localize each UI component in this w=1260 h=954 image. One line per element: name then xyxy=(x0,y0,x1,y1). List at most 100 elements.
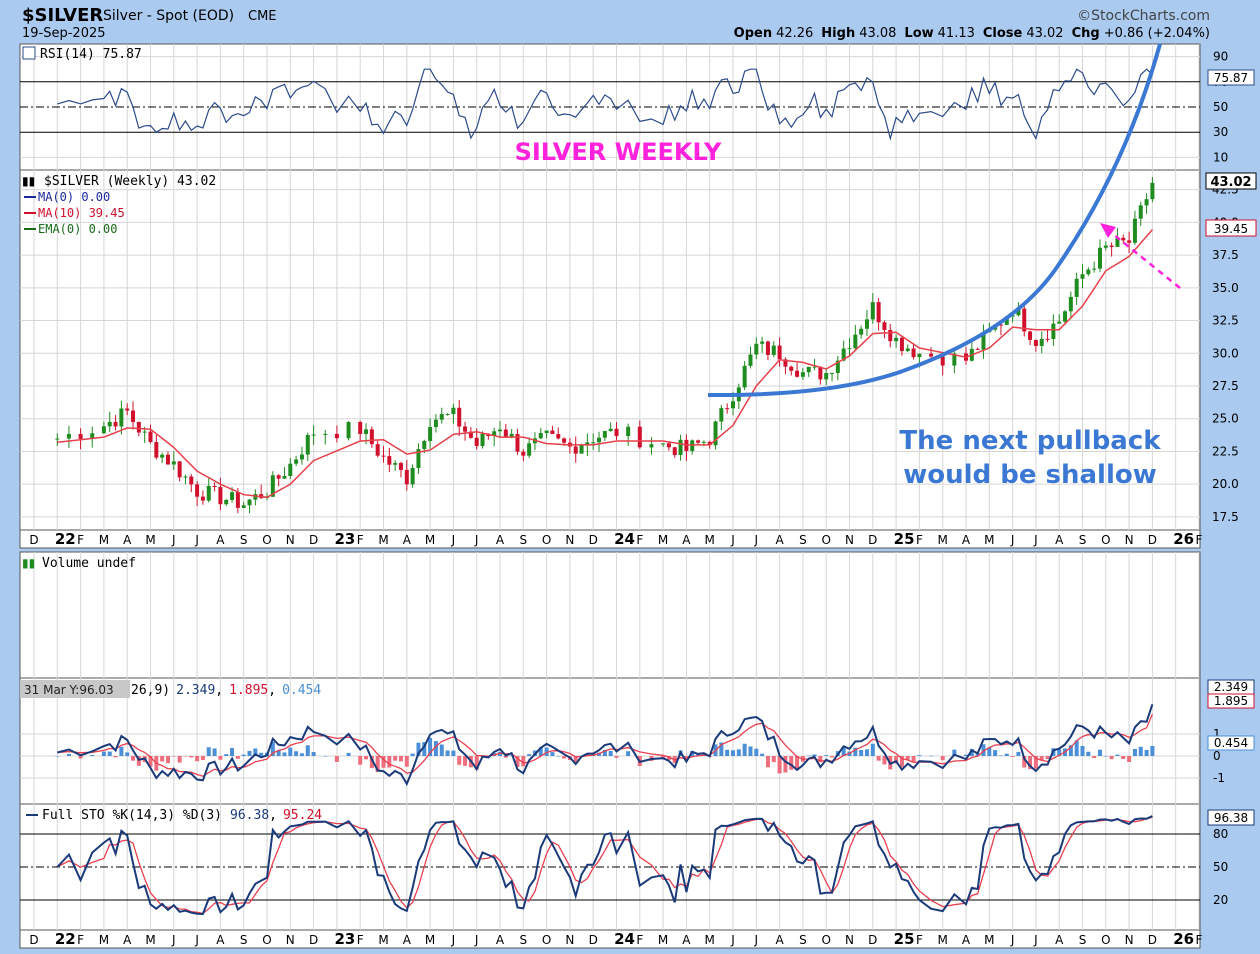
macd-histogram-bar xyxy=(795,756,800,770)
candle-body xyxy=(783,359,788,367)
candle-body xyxy=(562,438,567,443)
x-axis-label: 23 xyxy=(334,530,355,548)
candle-body xyxy=(1086,269,1091,275)
macd-histogram-bar xyxy=(398,756,403,762)
rsi-legend-text: RSI(14) 75.87 xyxy=(40,47,142,62)
x-axis-label: 24 xyxy=(614,530,635,548)
x-axis-label: J xyxy=(171,933,176,947)
close-tag: 43.02 xyxy=(1210,175,1251,190)
candle-body xyxy=(509,433,514,437)
macd-histogram-bar xyxy=(725,749,730,756)
price-tick-label: 32.5 xyxy=(1212,314,1239,328)
price-legend: $SILVER (Weekly) 43.02 xyxy=(44,174,216,189)
macd-histogram-bar xyxy=(550,752,555,756)
macd-histogram-bar xyxy=(998,755,1003,756)
candle-body xyxy=(323,433,328,435)
macd-histogram-bar xyxy=(451,750,456,756)
macd-histogram-bar xyxy=(224,754,229,756)
watermark: ©StockCharts.com xyxy=(1077,8,1210,24)
candle-body xyxy=(1051,323,1056,339)
x-axis-label: M xyxy=(658,933,668,947)
macd-histogram-bar xyxy=(969,748,974,756)
macd-histogram-bar xyxy=(1144,749,1149,756)
macd-histogram-bar xyxy=(160,756,165,762)
macd-histogram-bar xyxy=(911,756,916,762)
candle-body xyxy=(882,322,887,330)
candle-body xyxy=(1115,237,1120,247)
macd-histogram-bar xyxy=(1016,751,1021,756)
macd-histogram-bar xyxy=(177,756,182,763)
macd-histogram-bar xyxy=(375,756,380,773)
macd-histogram-bar xyxy=(334,756,339,762)
macd-histogram-bar xyxy=(288,747,293,756)
candle-body xyxy=(789,366,794,371)
x-axis-label: A xyxy=(216,933,225,947)
candle-body xyxy=(538,433,543,439)
macd-histogram-bar xyxy=(1132,748,1137,756)
x-axis-label: F xyxy=(916,933,923,947)
candle-body xyxy=(859,328,864,335)
x-axis-label: M xyxy=(145,933,155,947)
candle-body xyxy=(952,353,957,366)
candle-body xyxy=(527,443,532,456)
candle-body xyxy=(771,345,776,355)
macd-histogram-bar xyxy=(538,747,543,756)
candle-body xyxy=(998,324,1003,326)
candle-body xyxy=(276,475,281,479)
macd-histogram-bar xyxy=(1080,746,1085,756)
candle-body xyxy=(288,463,293,476)
macd-histogram-bar xyxy=(119,746,124,756)
price-tick-label: 27.5 xyxy=(1212,379,1239,393)
macd-histogram-bar xyxy=(1074,740,1079,756)
macd-histogram-bar xyxy=(1092,756,1097,759)
candle-body xyxy=(1022,308,1027,332)
candle-body xyxy=(218,487,223,505)
macd-histogram-bar xyxy=(107,751,112,756)
candle-body xyxy=(253,494,258,500)
x-axis-label: F xyxy=(77,533,84,547)
candle-body xyxy=(556,434,561,439)
x-axis-label: F xyxy=(636,533,643,547)
candle-body xyxy=(760,341,765,344)
candle-body xyxy=(439,414,444,420)
macd-histogram-bar xyxy=(748,746,753,756)
macd-histogram-bar xyxy=(282,752,287,756)
x-axis-label: M xyxy=(938,533,948,547)
macd-signal-line xyxy=(57,714,1153,777)
candle-body xyxy=(183,476,188,478)
rsi-legend: RSI(14) 75.87 xyxy=(22,46,142,62)
candle-body xyxy=(614,428,619,437)
x-axis-label: S xyxy=(519,533,527,547)
x-axis-label: J xyxy=(1010,533,1015,547)
candle-body xyxy=(701,441,706,443)
candle-body xyxy=(224,499,229,505)
macd-tag: 2.349 xyxy=(1214,680,1248,694)
macd-histogram-bar xyxy=(917,755,922,756)
x-axis-label: N xyxy=(845,533,854,547)
candle-body xyxy=(457,407,462,427)
rsi-value-tag-box xyxy=(1207,69,1255,86)
x-axis-label: A xyxy=(496,533,505,547)
candle-body xyxy=(189,476,194,485)
macd-histogram-bar xyxy=(404,756,409,767)
candle-body xyxy=(381,455,386,457)
candle-body xyxy=(492,431,497,436)
x-axis-label: J xyxy=(754,533,759,547)
ma-tag-box xyxy=(1205,219,1257,237)
candle-body xyxy=(1045,338,1050,340)
macd-histogram-bar xyxy=(585,753,590,756)
x-axis-label: F xyxy=(77,933,84,947)
x-axis-label: A xyxy=(496,933,505,947)
macd-histogram-bar xyxy=(736,749,741,756)
macd-histogram-bar xyxy=(981,744,986,756)
x-axis-label: S xyxy=(519,933,527,947)
candle-body xyxy=(346,422,351,439)
macd-histogram-bar xyxy=(195,756,200,762)
candle-body xyxy=(1039,338,1044,346)
volume-legend-icon: ▮▮ xyxy=(22,556,35,570)
candle-body xyxy=(806,366,811,373)
macd-histogram-bar xyxy=(830,756,835,758)
macd-histogram-bar xyxy=(1121,756,1126,760)
candle-body xyxy=(602,431,607,438)
macd-histogram-bar xyxy=(1109,756,1114,760)
